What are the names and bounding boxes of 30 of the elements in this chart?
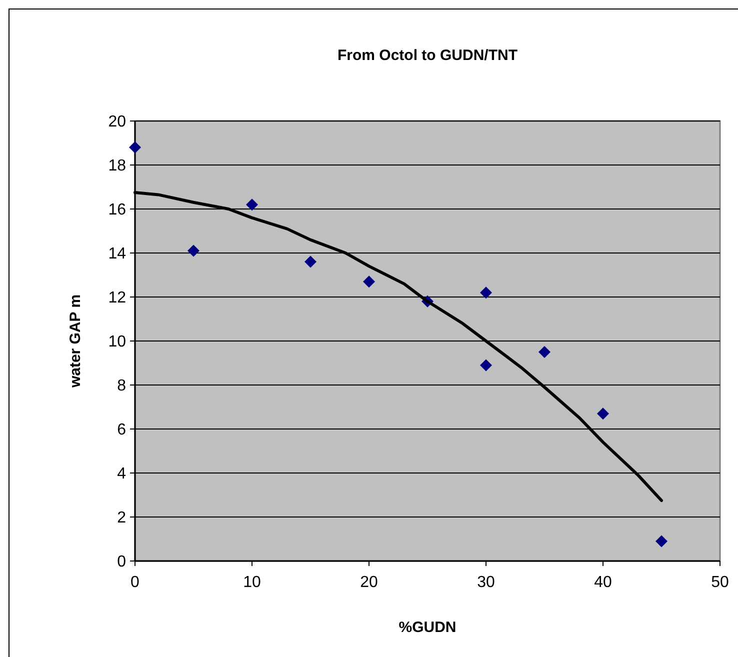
- x-tick-label: 50: [711, 574, 729, 591]
- x-tick-label: 20: [360, 574, 378, 591]
- y-tick-label: 20: [108, 114, 126, 131]
- point: [597, 408, 609, 420]
- y-tick-label: 6: [117, 422, 126, 439]
- y-axis-title: water GAP m: [67, 294, 84, 389]
- x-axis-title: %GUDN: [398, 619, 456, 636]
- x-tick-label: 0: [130, 574, 140, 591]
- point: [246, 198, 258, 211]
- point: [304, 256, 316, 268]
- y-tick-label: 10: [108, 334, 126, 351]
- y-tick-label: 8: [117, 378, 126, 395]
- y-tick-label: 2: [117, 510, 126, 527]
- y-tick-label: 0: [117, 554, 126, 571]
- x-tick-label: 10: [243, 574, 261, 591]
- chart-title: From Octol to GUDN/TNT: [338, 47, 518, 64]
- point: [363, 276, 375, 288]
- y-tick-label: 4: [117, 466, 126, 483]
- x-tick-label: 40: [594, 574, 612, 591]
- y-tick-label: 16: [108, 202, 126, 219]
- point: [656, 535, 668, 548]
- point: [480, 359, 492, 372]
- y-tick-label: 12: [108, 290, 126, 307]
- y-tick-label: 18: [108, 158, 126, 175]
- x-tick-label: 30: [477, 574, 495, 591]
- point: [129, 141, 141, 154]
- y-tick-label: 14: [108, 246, 126, 263]
- point: [538, 346, 550, 358]
- point: [188, 244, 200, 257]
- point: [480, 286, 492, 299]
